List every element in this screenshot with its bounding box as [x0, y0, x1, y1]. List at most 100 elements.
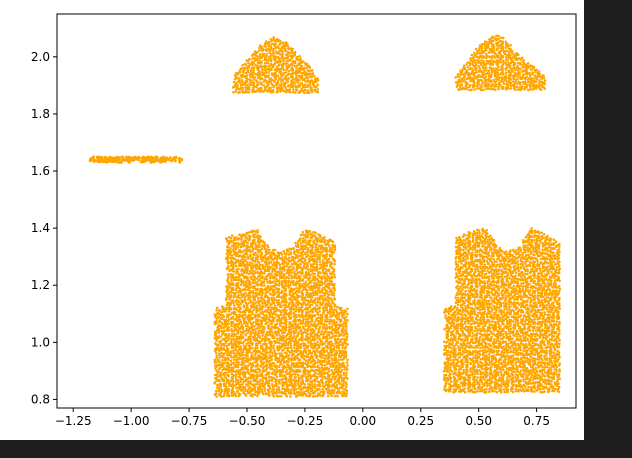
data-point [283, 382, 286, 386]
data-point [232, 301, 235, 305]
data-point [345, 389, 349, 393]
data-point [508, 82, 512, 85]
data-point [215, 329, 218, 333]
data-point [249, 261, 252, 264]
data-point [241, 300, 244, 304]
data-point [224, 336, 228, 340]
data-point [251, 343, 254, 347]
data-point [253, 298, 257, 302]
data-point [307, 73, 311, 76]
data-point [265, 79, 268, 83]
data-point [288, 58, 292, 62]
data-point [248, 238, 251, 241]
data-point [304, 76, 308, 80]
data-point [293, 64, 296, 68]
data-point [270, 266, 273, 269]
data-point [232, 334, 235, 338]
data-point [236, 332, 240, 335]
data-point [290, 290, 293, 294]
data-point [225, 303, 229, 307]
data-point [270, 330, 274, 334]
data-point [280, 253, 284, 256]
data-point [466, 61, 470, 64]
data-point [263, 247, 267, 251]
data-point [296, 242, 300, 246]
data-point [345, 325, 348, 328]
data-point [298, 254, 302, 258]
data-point [279, 329, 283, 333]
data-point [248, 85, 251, 89]
data-point [491, 35, 495, 39]
data-point [234, 327, 238, 331]
data-point [244, 379, 248, 383]
data-point [478, 46, 481, 50]
data-point [533, 235, 536, 239]
data-point [301, 71, 305, 75]
data-point [235, 308, 238, 312]
data-point [284, 252, 288, 256]
data-point [306, 273, 310, 277]
data-point [538, 84, 541, 88]
data-point [458, 75, 461, 79]
data-point [306, 265, 310, 268]
data-point [241, 73, 244, 76]
data-point [268, 248, 271, 252]
data-point [252, 71, 256, 74]
data-point [492, 238, 496, 242]
data-point [296, 256, 299, 259]
data-point [535, 240, 539, 244]
data-point [337, 358, 341, 362]
data-point [318, 310, 321, 313]
data-point [299, 279, 302, 283]
data-point [523, 65, 527, 69]
data-point [325, 320, 329, 323]
data-point [316, 313, 320, 316]
data-point [99, 158, 104, 162]
data-point [241, 288, 244, 292]
data-point [540, 237, 543, 241]
data-point [306, 268, 310, 271]
data-point [316, 336, 319, 340]
data-point [288, 293, 292, 297]
data-point [215, 392, 218, 395]
data-point [502, 72, 505, 76]
data-point [497, 65, 500, 69]
data-point [229, 359, 233, 363]
data-point [241, 353, 244, 357]
data-point [470, 53, 474, 57]
data-point [235, 319, 239, 323]
data-point [230, 279, 233, 282]
data-point [253, 278, 257, 282]
data-point [543, 87, 546, 90]
data-point [284, 281, 288, 285]
data-point [96, 159, 100, 164]
data-point [258, 78, 262, 81]
data-point [294, 358, 297, 361]
data-point [321, 381, 325, 385]
data-point [251, 329, 255, 332]
data-point [344, 315, 348, 319]
data-point [504, 49, 508, 53]
data-point [526, 72, 529, 76]
data-point [244, 255, 247, 259]
data-point [346, 312, 349, 316]
data-point [264, 45, 268, 48]
data-point [290, 49, 294, 52]
data-point [249, 391, 252, 395]
data-point [289, 388, 293, 392]
data-point [293, 250, 296, 254]
data-point [313, 383, 317, 386]
data-point [280, 291, 283, 294]
data-point [243, 252, 247, 256]
data-point [295, 315, 298, 319]
data-point [490, 80, 493, 84]
data-point [244, 394, 248, 397]
data-point [344, 385, 348, 389]
data-point [303, 73, 307, 77]
data-point [222, 361, 226, 365]
data-point [258, 274, 262, 277]
data-point [241, 245, 245, 248]
data-point [320, 330, 324, 333]
data-point [230, 332, 234, 336]
data-point [511, 56, 514, 60]
